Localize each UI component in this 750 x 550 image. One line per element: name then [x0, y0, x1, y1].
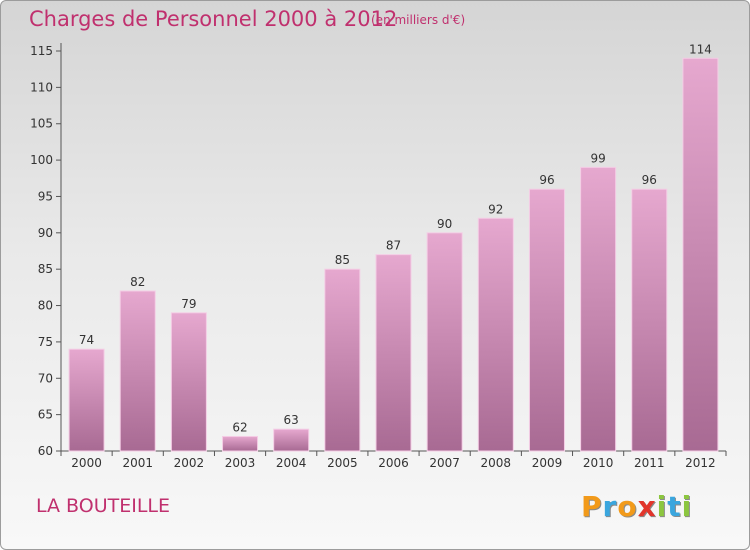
x-tick-label: 2012: [685, 456, 716, 470]
data-label-2001: 82: [130, 275, 145, 289]
chart-title: Charges de Personnel 2000 à 2012: [29, 7, 398, 31]
data-label-2005: 85: [335, 253, 350, 267]
data-label-2004: 63: [284, 413, 299, 427]
y-tick-label: 90: [38, 226, 53, 240]
bar-2012: [682, 57, 719, 452]
bar-2011: [631, 188, 668, 452]
y-tick-label: 105: [30, 117, 53, 131]
logo-letter: r: [602, 490, 618, 523]
y-tick-label: 60: [38, 444, 53, 458]
bar-2005: [324, 268, 361, 452]
commune-name: LA BOUTEILLE: [36, 495, 171, 517]
logo-letter: t: [667, 490, 682, 523]
data-label-2006: 87: [386, 239, 401, 253]
x-tick-label: 2005: [327, 456, 358, 470]
logo-letter: i: [681, 490, 693, 523]
y-tick-label: 85: [38, 262, 53, 276]
chart-axes: 60 65 70 75 80 85 90 95 100 105 110 115 2000 2001 2002…: [30, 43, 727, 470]
bar-2000: [68, 348, 105, 452]
x-tick-label: 2008: [481, 456, 512, 470]
y-tick-label: 115: [30, 44, 53, 58]
x-tick-label: 2004: [276, 456, 307, 470]
chart-data-labels: 74 82 79 62 63 85 87 90 92 96 99 96 114: [79, 42, 712, 434]
data-label-2003: 62: [232, 420, 247, 434]
bar-2008: [477, 217, 514, 452]
bar-2010: [580, 166, 617, 452]
x-tick-label: 2011: [634, 456, 665, 470]
data-label-2002: 79: [181, 297, 196, 311]
x-tick-label: 2010: [583, 456, 614, 470]
y-tick-label: 100: [30, 153, 53, 167]
y-tick-label: 95: [38, 189, 53, 203]
data-label-2009: 96: [539, 173, 554, 187]
bar-2003: [222, 435, 259, 452]
proxiti-logo: Proxiti: [581, 490, 692, 523]
bar-2002: [170, 312, 207, 452]
y-tick-label: 65: [38, 408, 53, 422]
y-tick-label: 80: [38, 299, 53, 313]
bar-2006: [375, 254, 412, 452]
data-label-2011: 96: [642, 173, 657, 187]
x-tick-label: 2009: [532, 456, 563, 470]
y-tick-label: 70: [38, 371, 53, 385]
x-tick-label: 2007: [429, 456, 460, 470]
chart-bars: [68, 57, 719, 452]
data-label-2008: 92: [488, 202, 503, 216]
y-tick-label: 110: [30, 80, 53, 94]
logo-letter: P: [581, 490, 603, 523]
x-tick-label: 2006: [378, 456, 409, 470]
bar-2007: [426, 232, 463, 452]
logo-letter: o: [617, 490, 638, 523]
chart-subtitle: (en milliers d'€): [371, 13, 466, 27]
data-label-2000: 74: [79, 333, 94, 347]
logo-letter: x: [637, 490, 657, 523]
x-tick-label: 2002: [174, 456, 205, 470]
bar-2009: [528, 188, 565, 452]
data-label-2007: 90: [437, 217, 452, 231]
data-label-2010: 99: [590, 151, 605, 165]
bar-2001: [119, 290, 156, 452]
x-tick-label: 2003: [225, 456, 256, 470]
data-label-2012: 114: [689, 42, 712, 56]
x-tick-label: 2001: [122, 456, 153, 470]
logo-letter: i: [656, 490, 668, 523]
x-tick-label: 2000: [71, 456, 102, 470]
y-tick-label: 75: [38, 335, 53, 349]
bar-2004: [273, 428, 310, 452]
